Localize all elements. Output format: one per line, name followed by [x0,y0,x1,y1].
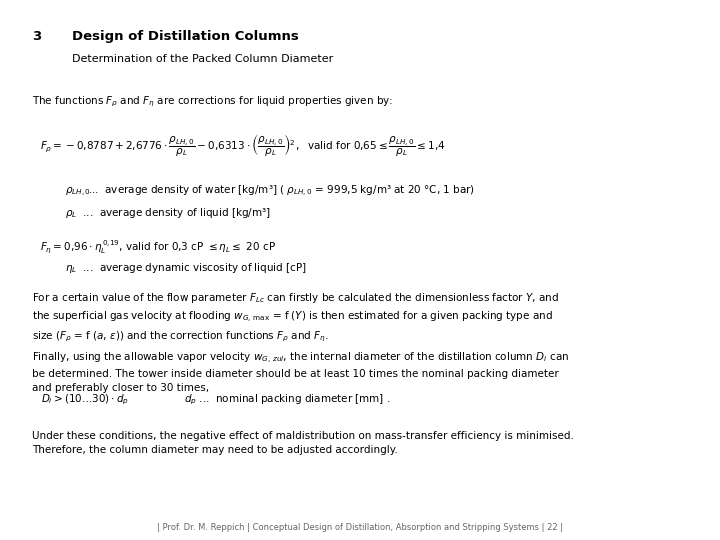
Text: Finally, using the allowable vapor velocity $w_{G,\,zul}$, the internal diameter: Finally, using the allowable vapor veloc… [32,350,570,393]
Text: $d_p$ ...  nominal packing diameter [mm] .: $d_p$ ... nominal packing diameter [mm] … [184,393,390,407]
Text: | Prof. Dr. M. Reppich | Conceptual Design of Distillation, Absorption and Strip: | Prof. Dr. M. Reppich | Conceptual Desi… [157,523,563,532]
Text: 3: 3 [32,30,42,43]
Text: $\eta_{L}$  ...  average dynamic viscosity of liquid [cP]: $\eta_{L}$ ... average dynamic viscosity… [65,261,307,275]
Text: Under these conditions, the negative effect of maldistribution on mass-transfer : Under these conditions, the negative eff… [32,431,575,455]
Text: $\rho_{LH,0}\!$...  average density of water [kg/m³] ( $\rho_{LH,0}$ = 999,5 kg/: $\rho_{LH,0}\!$... average density of wa… [65,184,475,199]
Text: The functions $F_{\rho}$ and $F_{\eta}$ are corrections for liquid properties gi: The functions $F_{\rho}$ and $F_{\eta}$ … [32,94,394,109]
Text: $D_i > (10\ldots30) \cdot d_p$: $D_i > (10\ldots30) \cdot d_p$ [41,393,129,407]
Text: $\rho_{L}$  ...  average density of liquid [kg/m³]: $\rho_{L}$ ... average density of liquid… [65,206,271,220]
Text: $F_{\rho} = -0{,}8787 + 2{,}6776 \cdot \dfrac{\rho_{LH,0}}{\rho_{L}} - 0{,}6313 : $F_{\rho} = -0{,}8787 + 2{,}6776 \cdot \… [40,132,445,158]
Text: For a certain value of the flow parameter $F_{Lc}$ can firstly be calculated the: For a certain value of the flow paramete… [32,291,559,343]
Text: Determination of the Packed Column Diameter: Determination of the Packed Column Diame… [72,54,333,64]
Text: Design of Distillation Columns: Design of Distillation Columns [72,30,299,43]
Text: $F_{\eta} = 0{,}96 \cdot \eta_{L}^{\,0{,}19}$, valid for 0,3 cP $\leq \eta_{L} \: $F_{\eta} = 0{,}96 \cdot \eta_{L}^{\,0{,… [40,239,276,255]
